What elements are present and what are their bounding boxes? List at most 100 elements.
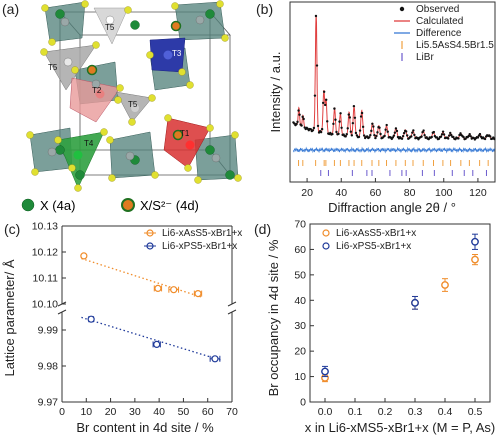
observed-point bbox=[320, 127, 324, 131]
observed-point bbox=[402, 131, 406, 135]
x-tick-label: 60 bbox=[370, 187, 382, 199]
observed-point bbox=[361, 125, 365, 129]
observed-point bbox=[346, 127, 349, 130]
observed-point bbox=[441, 130, 445, 133]
plot-frame bbox=[289, 1, 496, 183]
observed-point bbox=[350, 134, 354, 137]
site-labels: T5 T5 T2 T3 T5 T4 T1 bbox=[48, 23, 190, 148]
observed-point bbox=[357, 135, 361, 139]
observed-point bbox=[362, 134, 366, 137]
x-axis-label: x in Li6-xMS5-xBr1+x (M = P, As) bbox=[305, 420, 496, 435]
observed-point bbox=[430, 135, 433, 139]
y-tick-label: 40 bbox=[294, 295, 306, 307]
observed-point bbox=[348, 116, 351, 119]
observed-point bbox=[353, 116, 357, 119]
fit-line bbox=[81, 316, 223, 362]
y-tick-label: 10.10 bbox=[32, 299, 58, 311]
observed-point bbox=[405, 134, 409, 137]
panel-b-letter: (b) bbox=[256, 1, 273, 17]
legend-label: LiBr bbox=[416, 52, 434, 63]
x-tick-label: 100 bbox=[435, 187, 453, 199]
observed-point bbox=[338, 120, 341, 123]
x-axis-label: Br content in 4d site / % bbox=[76, 420, 214, 435]
x-4a-atoms bbox=[55, 9, 235, 180]
data-point bbox=[211, 355, 219, 363]
axis-break-mark bbox=[57, 309, 67, 315]
plot-frame bbox=[309, 223, 491, 403]
panel-b-xrd: (b) Intensity / a.u. Diffraction angle 2… bbox=[250, 0, 500, 220]
axis-break-mark bbox=[227, 309, 237, 315]
observed-point bbox=[339, 112, 342, 115]
observed-point bbox=[395, 129, 399, 133]
observed-point bbox=[450, 133, 453, 137]
observed-point bbox=[359, 115, 363, 118]
observed-point bbox=[393, 131, 397, 134]
calculated-line bbox=[293, 15, 495, 140]
site-label-t3: T3 bbox=[172, 49, 182, 58]
observed-point bbox=[401, 134, 405, 138]
y-tick-label: 10 bbox=[294, 371, 306, 383]
observed-point bbox=[440, 133, 444, 136]
x-tick-label: 20 bbox=[301, 187, 313, 199]
tetrahedron-t2 bbox=[69, 77, 121, 123]
x-tick-label: 30 bbox=[129, 406, 141, 418]
x-tick-label: 0.3 bbox=[408, 406, 423, 418]
x-tick-label: 20 bbox=[105, 406, 117, 418]
t2-center-atom bbox=[95, 89, 105, 99]
observed-point bbox=[368, 136, 371, 139]
x-tick-label: 120 bbox=[469, 187, 487, 199]
legend-label: Li6-xPS5-xBr1+x bbox=[162, 241, 237, 252]
data-point bbox=[194, 289, 202, 298]
observed-point bbox=[322, 90, 326, 93]
site-label-t4: T4 bbox=[84, 139, 94, 148]
observed-point bbox=[468, 132, 471, 136]
observed-point bbox=[422, 129, 425, 132]
observed-point bbox=[335, 130, 338, 134]
observed-point bbox=[391, 136, 395, 139]
x-tick-label: 50 bbox=[178, 406, 190, 418]
observed-point bbox=[469, 135, 472, 138]
legend-label: Li5.5AsS4.5Br1.5 bbox=[416, 40, 494, 51]
x-tick-label: 60 bbox=[202, 406, 214, 418]
observed-point bbox=[439, 135, 443, 138]
legend-observed-swatch bbox=[399, 6, 405, 12]
observed-point bbox=[352, 104, 356, 108]
observed-point bbox=[457, 137, 460, 140]
observed-point bbox=[314, 14, 318, 18]
observed-point bbox=[448, 134, 451, 137]
lattice-plot: 10.13 10.12 10.11 10.10 9.99 9.98 9.970 10 20 30 4… bbox=[32, 221, 243, 419]
observed-point bbox=[423, 134, 426, 137]
y-tick-label: 0 bbox=[300, 397, 306, 409]
panel-d-letter: (d) bbox=[254, 221, 271, 237]
observed-point bbox=[301, 115, 304, 119]
p-atoms bbox=[47, 15, 221, 163]
x-tick-label: 0.1 bbox=[348, 406, 363, 418]
x-tick-label: 0.5 bbox=[468, 406, 483, 418]
panel-a-letter: (a) bbox=[2, 1, 19, 17]
legend-label: Li6-xPS5-xBr1+x bbox=[336, 241, 411, 252]
lattice-parameter-chart: (c) Lattice parameter/ Å Br content in 4… bbox=[2, 221, 243, 436]
xrd-legend: ObservedCalculatedDifferenceLi5.5AsS4.5B… bbox=[394, 4, 494, 63]
site-label-t5-left: T5 bbox=[48, 63, 58, 72]
site-label-t5-top: T5 bbox=[105, 23, 115, 32]
legend-swatch bbox=[322, 242, 330, 250]
observed-point bbox=[446, 137, 450, 140]
t5-center-atom bbox=[131, 104, 139, 112]
y-axis-label: Br occupancy in 4d site / % bbox=[266, 239, 281, 396]
observed-point bbox=[297, 109, 300, 112]
data-point bbox=[411, 298, 419, 307]
x-tick-label: 70 bbox=[226, 406, 238, 418]
x-tick-label: 10 bbox=[80, 406, 92, 418]
x-tick-label: 0 bbox=[59, 406, 65, 418]
observed-point bbox=[394, 127, 398, 130]
tetrahedron-t5-top bbox=[93, 7, 129, 45]
observed-point bbox=[410, 135, 413, 138]
observed-point bbox=[459, 132, 462, 135]
legend-label: Li6-xAsS5-xBr1+x bbox=[162, 228, 242, 239]
observed-point bbox=[392, 134, 396, 137]
observed-point bbox=[333, 107, 336, 110]
observed-point bbox=[449, 131, 452, 135]
observed-point bbox=[334, 118, 337, 121]
crystal-structure-figure: (a) bbox=[2, 0, 242, 213]
observed-point bbox=[385, 123, 388, 127]
